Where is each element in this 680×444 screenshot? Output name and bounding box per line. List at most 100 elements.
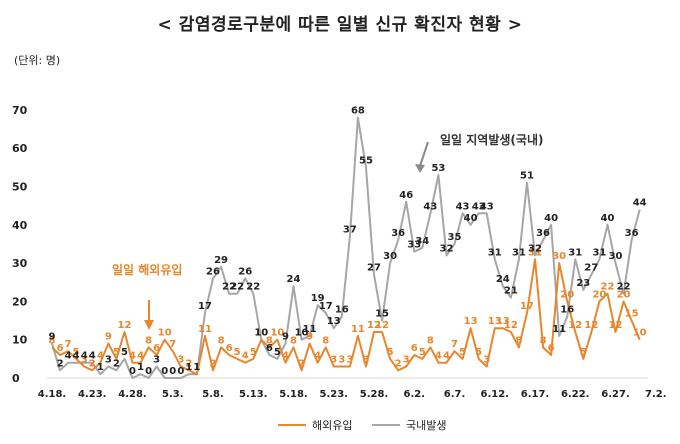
data-label-s1-0: 9 [49, 332, 56, 343]
data-label-s0-26: 10 [254, 328, 268, 339]
data-label-s1-49: 32 [439, 243, 453, 254]
y-tick-label-6: 60 [12, 142, 28, 155]
domestic-annotation-label: 일일 지역발생(국내) [440, 132, 543, 147]
data-label-s0-62: 6 [548, 343, 555, 354]
data-label-s1-53: 43 [472, 201, 486, 212]
data-label-s0-27: 8 [266, 335, 273, 346]
data-label-s1-7: 3 [105, 355, 112, 366]
data-label-s0-65: 12 [568, 320, 582, 331]
y-axis: 0 10 20 30 40 50 60 70 [12, 104, 28, 385]
data-label-s1-11: 1 [137, 362, 144, 373]
data-label-s1-22: 22 [222, 282, 236, 293]
data-label-s0-33: 4 [314, 351, 321, 362]
y-tick-label-2: 20 [12, 295, 28, 308]
data-label-s1-21: 29 [214, 255, 228, 266]
data-label-s1-17: 1 [185, 362, 192, 373]
data-label-s0-31: 2 [298, 358, 305, 369]
data-label-s0-72: 15 [625, 309, 639, 320]
data-label-s0-5: 2 [89, 358, 96, 369]
data-label-s0-57: 12 [504, 320, 518, 331]
data-label-s1-19: 17 [198, 301, 212, 312]
data-label-s0-8: 5 [113, 347, 120, 358]
data-label-s1-67: 27 [584, 263, 598, 274]
data-label-s0-64: 20 [560, 289, 574, 300]
data-label-s1-8: 2 [113, 358, 120, 369]
data-label-s0-46: 5 [419, 347, 426, 358]
x-tick-label-8: 5.28. [360, 389, 388, 400]
data-label-s0-42: 5 [387, 347, 394, 358]
series-line-0 [51, 258, 641, 376]
legend-label-domestic: 국내발생 [406, 419, 446, 432]
data-label-s1-47: 43 [423, 201, 437, 212]
x-tick-label-15: 7.2. [645, 389, 667, 400]
data-label-s1-38: 68 [351, 106, 365, 117]
data-label-s0-22: 6 [226, 343, 233, 354]
data-label-s0-25: 5 [250, 347, 257, 358]
data-label-s1-31: 10 [295, 328, 309, 339]
data-label-s0-69: 22 [600, 282, 614, 293]
data-label-s0-36: 3 [338, 355, 345, 366]
data-label-s1-61: 36 [536, 228, 550, 239]
data-label-s1-24: 26 [238, 266, 252, 277]
data-label-s0-16: 3 [177, 355, 184, 366]
data-label-s1-26: 10 [254, 328, 268, 339]
data-label-s0-15: 7 [169, 339, 176, 350]
data-label-s0-70: 12 [609, 320, 623, 331]
y-tick-label-5: 50 [12, 181, 28, 194]
data-label-s0-14: 10 [158, 328, 172, 339]
data-label-s1-36: 16 [335, 305, 349, 316]
data-label-s0-66: 5 [580, 347, 587, 358]
data-label-s1-33: 19 [311, 293, 325, 304]
data-label-s1-63: 11 [552, 324, 566, 335]
data-label-s1-37: 37 [343, 224, 357, 235]
x-tick-label-9: 6.2. [403, 389, 425, 400]
data-label-s1-65: 31 [568, 247, 582, 258]
data-label-s0-54: 3 [483, 355, 490, 366]
y-tick-label-1: 10 [12, 334, 28, 347]
x-tick-label-2: 4.28. [118, 389, 146, 400]
data-label-s1-51: 43 [456, 201, 470, 212]
data-label-s1-50: 35 [448, 232, 462, 243]
data-label-s0-3: 5 [73, 347, 80, 358]
data-label-s0-29: 4 [282, 351, 289, 362]
data-label-s0-30: 8 [290, 335, 297, 346]
data-label-s1-2: 4 [65, 351, 72, 362]
data-label-s0-19: 11 [198, 324, 212, 335]
data-label-s1-70: 30 [609, 251, 623, 262]
data-label-s1-40: 27 [367, 263, 381, 274]
x-tick-label-1: 4.23. [78, 389, 106, 400]
data-label-s0-61: 8 [540, 335, 547, 346]
data-label-s0-9: 12 [117, 320, 131, 331]
chart-title: < 감염경로구분에 따른 일별 신규 확진자 현황 > [157, 15, 523, 35]
data-label-s0-60: 31 [528, 247, 542, 258]
data-label-s0-55: 13 [488, 316, 502, 327]
data-label-s0-52: 13 [464, 316, 478, 327]
data-label-s0-34: 8 [322, 335, 329, 346]
x-tick-label-3: 5.3. [162, 389, 184, 400]
data-label-s1-42: 30 [383, 251, 397, 262]
data-label-s1-64: 16 [560, 305, 574, 316]
data-label-s0-11: 4 [137, 351, 144, 362]
data-label-s1-58: 31 [512, 247, 526, 258]
data-label-s0-47: 8 [427, 335, 434, 346]
annotations: 일일 지역발생(국내) 일일 해외유입 [112, 132, 543, 330]
data-label-s0-40: 12 [367, 320, 381, 331]
data-label-s0-73: 10 [633, 328, 647, 339]
data-label-s1-18: 1 [193, 362, 200, 373]
data-label-s0-18: 1 [193, 362, 200, 373]
data-label-s0-21: 8 [218, 335, 225, 346]
data-label-s1-27: 6 [266, 343, 273, 354]
data-label-s0-13: 6 [153, 343, 160, 354]
x-tick-label-6: 5.18. [279, 389, 307, 400]
data-label-s1-13: 3 [153, 355, 160, 366]
data-label-s0-1: 6 [57, 343, 64, 354]
data-label-s0-0: 8 [49, 335, 56, 346]
data-label-s1-52: 40 [464, 213, 478, 224]
data-label-s1-39: 55 [359, 155, 373, 166]
y-tick-label-4: 40 [12, 219, 28, 232]
data-label-s0-48: 4 [435, 351, 442, 362]
x-tick-label-12: 6.17. [521, 389, 549, 400]
x-tick-label-10: 6.7. [444, 389, 466, 400]
data-label-s0-56: 13 [496, 316, 510, 327]
